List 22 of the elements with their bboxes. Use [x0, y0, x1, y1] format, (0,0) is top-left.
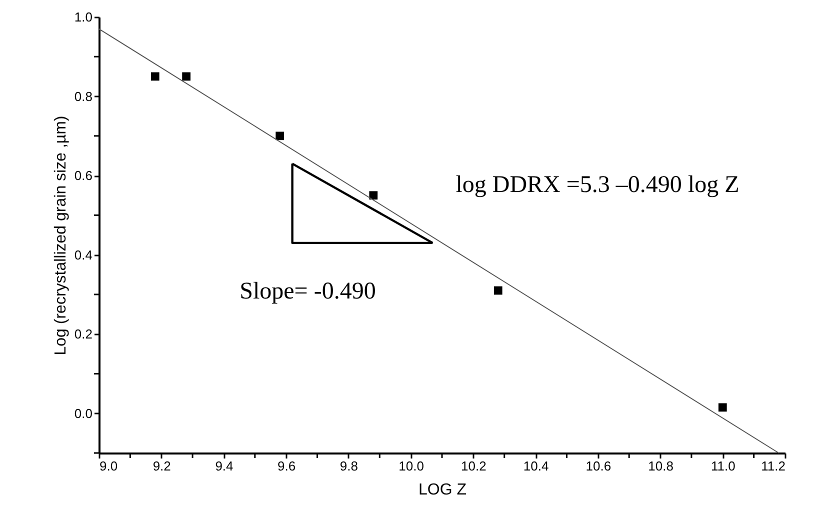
x-tick-label: 10.0	[398, 458, 424, 474]
x-tick-label: 10.2	[461, 458, 486, 474]
x-tick-label: 11.2	[761, 458, 786, 474]
x-tick-label: 9.4	[215, 458, 234, 474]
y-axis-title: Log (recrystallized grain size ,µm)	[52, 116, 70, 356]
y-tick-label: 0.6	[74, 168, 92, 184]
x-axis-title: LOG Z	[418, 482, 467, 498]
x-tick-label: 9.6	[278, 458, 296, 474]
y-tick-label: 0.2	[74, 326, 92, 342]
annotation: Slope= -0.490	[240, 278, 376, 305]
x-tick-label: 10.4	[523, 458, 549, 474]
x-tick-label: 10.8	[648, 458, 674, 474]
y-tick-label: 0.8	[74, 88, 92, 104]
y-tick-label: 0.4	[74, 247, 92, 262]
x-tick-label: 9.2	[152, 458, 171, 474]
annotation: log DDRX =5.3 –0.490 log Z	[456, 172, 740, 198]
x-tick-label: 11.0	[710, 458, 736, 474]
x-tick-label: 10.6	[586, 458, 612, 474]
x-tick-label: 9.8	[340, 458, 358, 474]
y-tick-label: 1.0	[74, 10, 92, 24]
y-tick-label: 0.0	[74, 406, 92, 421]
x-tick-label: 9.0	[100, 458, 118, 474]
